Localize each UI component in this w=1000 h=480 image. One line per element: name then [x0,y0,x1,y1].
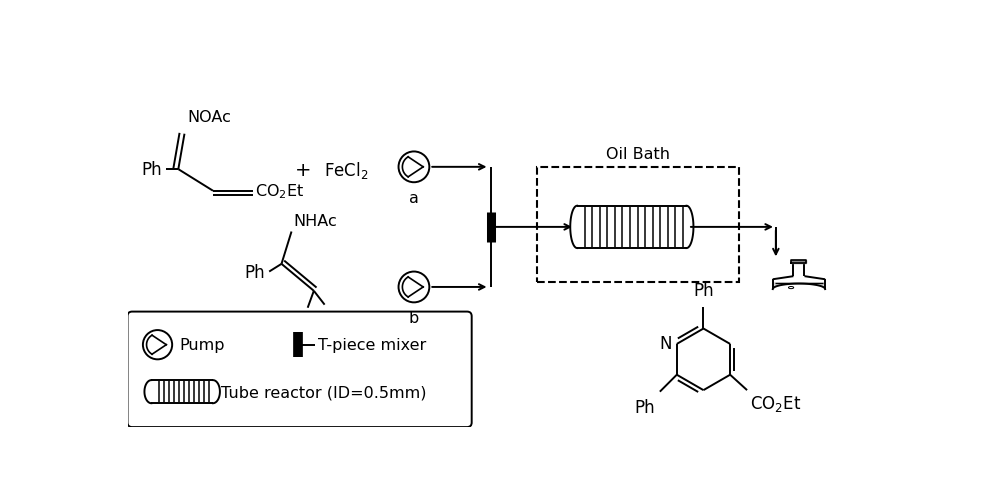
Text: CO$_2$Et: CO$_2$Et [750,394,802,413]
Bar [537,168,739,283]
Text: FeCl$_2$: FeCl$_2$ [324,159,368,180]
Text: T-piece mixer: T-piece mixer [318,337,426,352]
Text: CO$_2$Et: CO$_2$Et [255,182,304,201]
Text: NHAc: NHAc [293,213,337,228]
Polygon shape [773,283,825,289]
Text: Pump: Pump [180,337,225,352]
Text: N: N [660,335,672,352]
Text: Ph: Ph [245,263,265,281]
Text: Tube reactor (ID=0.5mm): Tube reactor (ID=0.5mm) [221,384,426,399]
Text: +: + [295,160,311,179]
Text: Ph: Ph [693,282,714,300]
Text: a: a [409,191,419,205]
Polygon shape [791,261,806,264]
Text: Ph: Ph [635,398,655,416]
Text: b: b [409,311,419,325]
Text: Oil Bath: Oil Bath [606,147,670,162]
Text: NOAc: NOAc [188,110,231,125]
Text: Ph: Ph [141,161,162,179]
